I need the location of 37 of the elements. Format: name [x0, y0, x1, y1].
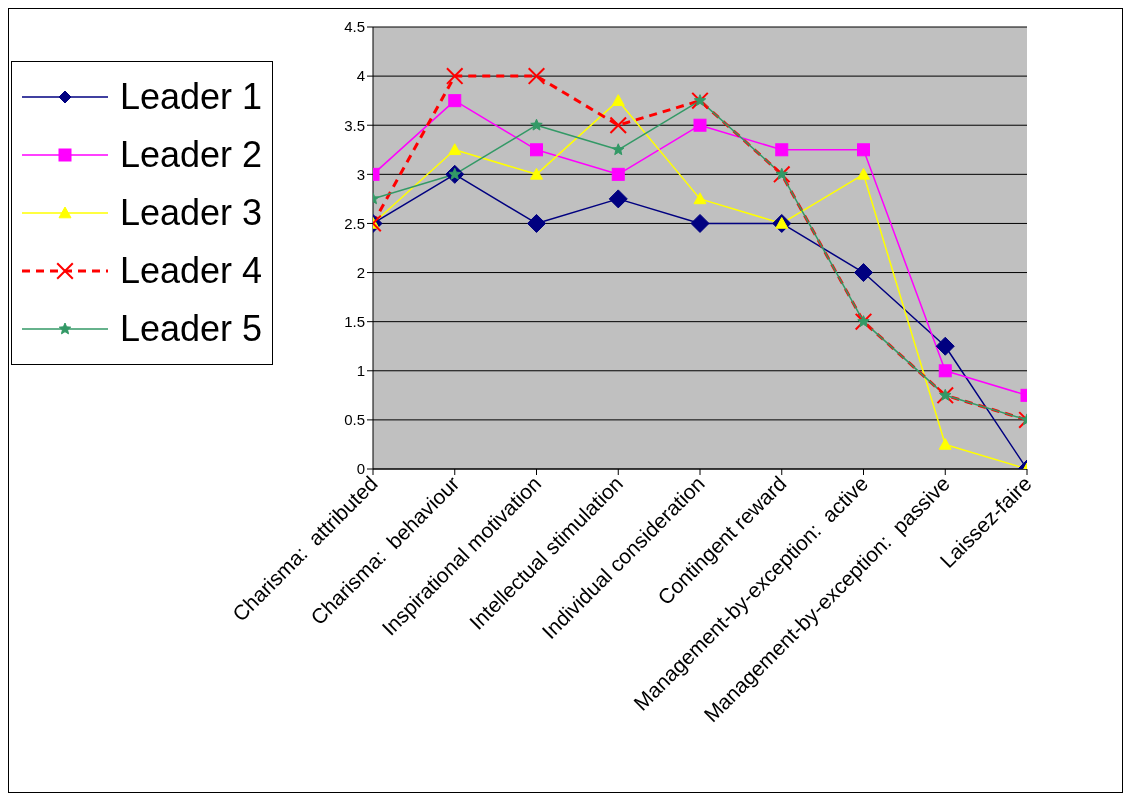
point: [611, 94, 625, 106]
y-tick-label: 1: [356, 362, 365, 380]
point: [448, 143, 462, 156]
point: [608, 189, 628, 209]
point: [935, 336, 955, 356]
point: [611, 167, 625, 181]
point: [775, 143, 789, 157]
y-tick-label: 2.5: [344, 214, 365, 232]
point: [527, 213, 546, 233]
legend-label: Leader 1: [120, 76, 263, 118]
point: [530, 118, 543, 131]
y-tick-label: 0.5: [344, 411, 365, 429]
y-tick-label: 3: [356, 165, 365, 183]
point: [690, 213, 710, 233]
point: [693, 192, 707, 205]
y-tick-label: 1.5: [344, 312, 365, 330]
point: [775, 167, 788, 180]
y-tick-label: 0: [356, 460, 365, 478]
point: [939, 388, 952, 401]
legend-label: Leader 2: [120, 134, 263, 176]
y-tick-label: 4.5: [344, 18, 365, 36]
point: [448, 94, 462, 108]
y-tick-label: 3.5: [344, 116, 365, 134]
legend-label: Leader 3: [120, 192, 263, 234]
point: [938, 437, 952, 450]
point: [612, 143, 625, 156]
point: [693, 118, 707, 132]
legend-label: Leader 5: [120, 308, 263, 350]
point: [857, 143, 870, 157]
point: [530, 143, 543, 157]
point: [938, 364, 952, 378]
y-tick-label: 4: [356, 67, 365, 85]
y-tick-label: 2: [356, 263, 365, 281]
point: [530, 167, 543, 180]
legend-label: Leader 4: [120, 250, 263, 292]
point: [857, 167, 870, 180]
point: [854, 263, 873, 283]
